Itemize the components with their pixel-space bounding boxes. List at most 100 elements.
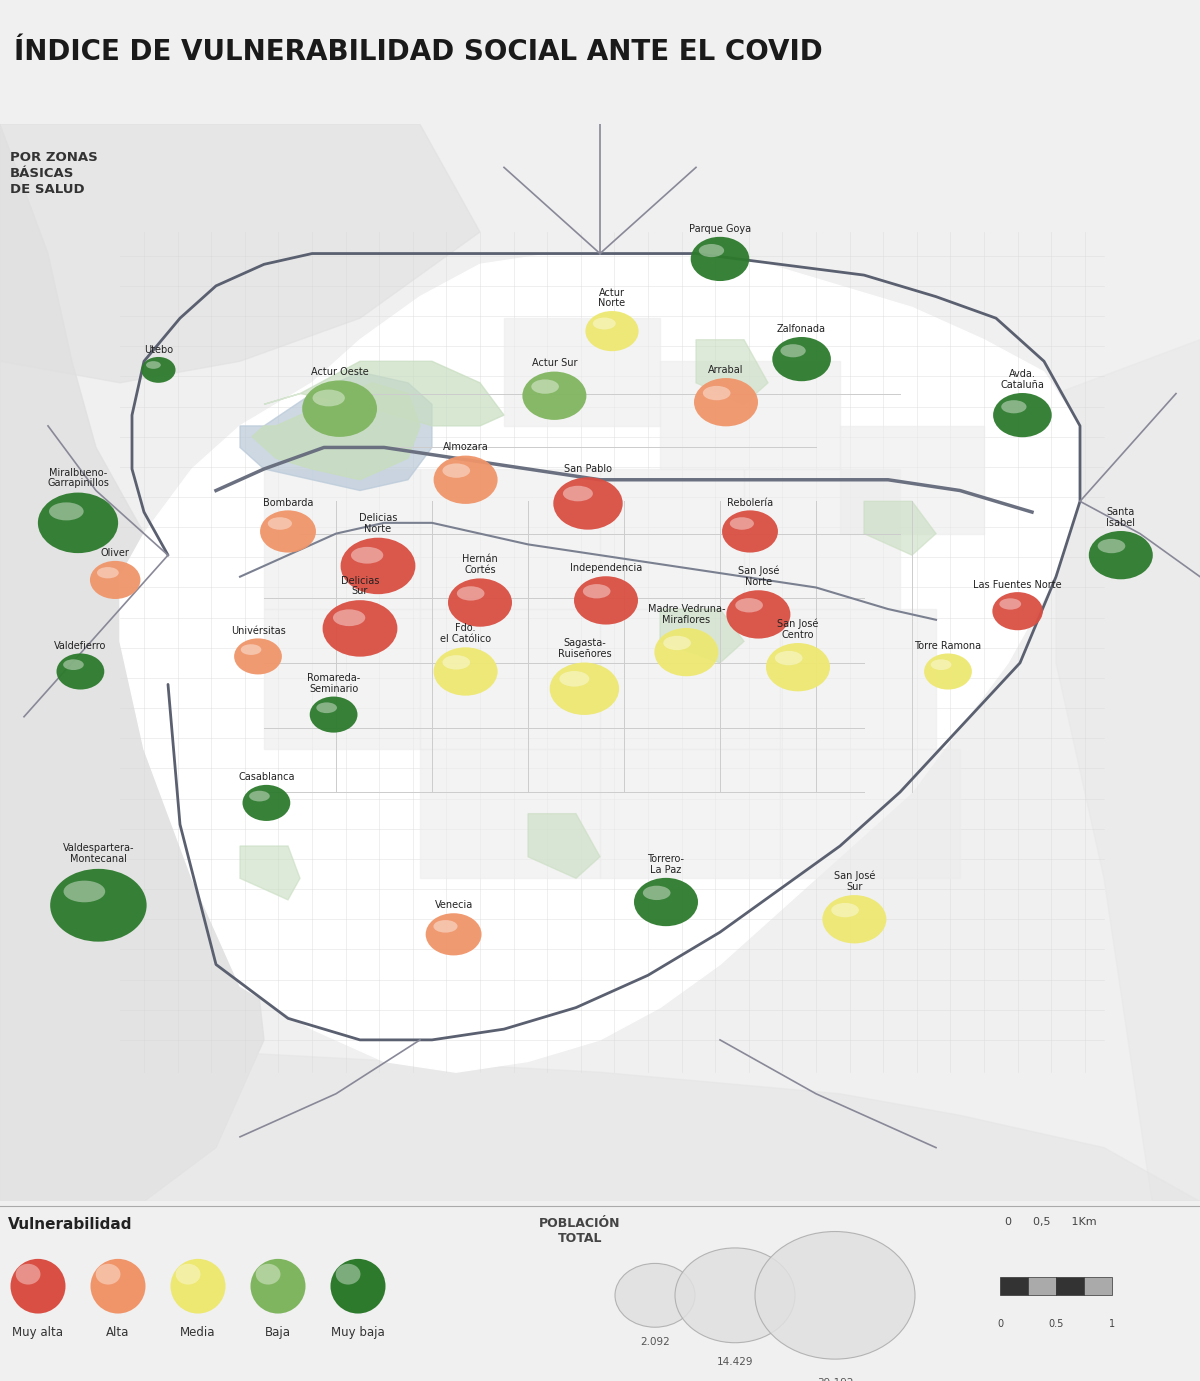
Polygon shape — [264, 470, 420, 609]
Polygon shape — [528, 813, 600, 878]
Ellipse shape — [931, 659, 952, 670]
Text: Valdespartera-
Montecanal: Valdespartera- Montecanal — [62, 844, 134, 865]
Text: Oliver: Oliver — [101, 548, 130, 558]
Ellipse shape — [146, 362, 161, 369]
Ellipse shape — [64, 659, 84, 670]
Ellipse shape — [312, 389, 344, 406]
Text: 39.192: 39.192 — [817, 1378, 853, 1381]
Polygon shape — [252, 383, 420, 479]
Text: Muy baja: Muy baja — [331, 1326, 385, 1338]
Text: Torre Ramona: Torre Ramona — [914, 641, 982, 650]
Ellipse shape — [350, 547, 383, 563]
Ellipse shape — [170, 1259, 226, 1313]
Text: San Pablo: San Pablo — [564, 464, 612, 474]
Text: Venecia: Venecia — [434, 900, 473, 910]
Ellipse shape — [553, 478, 623, 530]
Ellipse shape — [38, 493, 118, 554]
Text: Actur
Norte: Actur Norte — [599, 287, 625, 308]
Ellipse shape — [336, 1264, 360, 1284]
Polygon shape — [420, 609, 600, 749]
Text: Arrabal: Arrabal — [708, 365, 744, 374]
Text: Hernán
Cortés: Hernán Cortés — [462, 554, 498, 574]
Ellipse shape — [302, 380, 377, 436]
Text: Fdo.
el Católico: Fdo. el Católico — [440, 623, 491, 644]
Ellipse shape — [583, 584, 611, 598]
Ellipse shape — [433, 648, 498, 696]
Polygon shape — [660, 362, 840, 470]
Ellipse shape — [268, 518, 292, 530]
Ellipse shape — [11, 1259, 66, 1313]
Polygon shape — [744, 470, 900, 609]
Ellipse shape — [691, 236, 749, 282]
Text: Actur Oeste: Actur Oeste — [311, 366, 368, 377]
Ellipse shape — [822, 895, 887, 943]
Polygon shape — [840, 425, 984, 533]
Polygon shape — [600, 609, 780, 749]
Polygon shape — [240, 847, 300, 900]
Ellipse shape — [250, 791, 270, 801]
Text: Media: Media — [180, 1326, 216, 1338]
Ellipse shape — [242, 784, 290, 820]
Ellipse shape — [142, 356, 175, 383]
Ellipse shape — [766, 644, 830, 692]
Ellipse shape — [90, 561, 140, 599]
Text: Bombarda: Bombarda — [263, 497, 313, 507]
Ellipse shape — [448, 579, 512, 627]
Ellipse shape — [586, 311, 638, 351]
Polygon shape — [264, 362, 504, 425]
Ellipse shape — [755, 1232, 916, 1359]
Text: Muy alta: Muy alta — [12, 1326, 64, 1338]
Bar — [1028, 1277, 1056, 1295]
Ellipse shape — [698, 244, 724, 257]
Ellipse shape — [563, 486, 593, 501]
Text: ÍNDICE DE VULNERABILIDAD SOCIAL ANTE EL COVID: ÍNDICE DE VULNERABILIDAD SOCIAL ANTE EL … — [14, 37, 823, 65]
Text: 0: 0 — [997, 1319, 1003, 1329]
Text: Parque Goya: Parque Goya — [689, 224, 751, 233]
Ellipse shape — [522, 371, 587, 420]
Ellipse shape — [310, 696, 358, 732]
Ellipse shape — [49, 503, 84, 521]
Text: San José
Norte: San José Norte — [738, 566, 779, 587]
Polygon shape — [0, 1040, 1200, 1201]
Polygon shape — [864, 501, 936, 555]
Ellipse shape — [234, 638, 282, 674]
Text: Utebo: Utebo — [144, 345, 173, 355]
Polygon shape — [420, 470, 600, 609]
Text: Santa
Isabel: Santa Isabel — [1106, 507, 1135, 528]
Polygon shape — [1056, 340, 1200, 1201]
Ellipse shape — [56, 653, 104, 689]
Ellipse shape — [1098, 539, 1126, 554]
Ellipse shape — [443, 655, 470, 670]
Ellipse shape — [780, 344, 805, 358]
Polygon shape — [660, 609, 744, 663]
Ellipse shape — [433, 920, 457, 932]
Text: Casablanca: Casablanca — [238, 772, 295, 783]
Ellipse shape — [703, 385, 731, 400]
Ellipse shape — [634, 878, 698, 927]
Text: Las Fuentes Norte: Las Fuentes Norte — [973, 580, 1062, 590]
Ellipse shape — [593, 318, 616, 330]
Ellipse shape — [323, 601, 397, 656]
Text: POBLACIÓN
TOTAL: POBLACIÓN TOTAL — [539, 1217, 620, 1244]
Ellipse shape — [330, 1259, 385, 1313]
Text: San José
Centro: San José Centro — [778, 619, 818, 639]
Text: Delicias
Sur: Delicias Sur — [341, 576, 379, 597]
Text: Valdefierro: Valdefierro — [54, 641, 107, 650]
Polygon shape — [120, 254, 1080, 1072]
Ellipse shape — [616, 1264, 695, 1327]
Text: 1: 1 — [1109, 1319, 1115, 1329]
Ellipse shape — [654, 628, 719, 677]
Polygon shape — [696, 340, 768, 405]
Text: Torrero-
La Paz: Torrero- La Paz — [648, 853, 684, 874]
Bar — [1084, 1277, 1112, 1295]
Polygon shape — [0, 124, 264, 1201]
Ellipse shape — [550, 663, 619, 715]
Polygon shape — [600, 749, 780, 878]
Ellipse shape — [674, 1248, 796, 1342]
Text: Almozara: Almozara — [443, 442, 488, 453]
Ellipse shape — [433, 456, 498, 504]
Text: Romareda-
Seminario: Romareda- Seminario — [307, 674, 360, 695]
Ellipse shape — [64, 881, 106, 902]
Ellipse shape — [726, 590, 791, 638]
Text: Rebolería: Rebolería — [727, 497, 773, 507]
